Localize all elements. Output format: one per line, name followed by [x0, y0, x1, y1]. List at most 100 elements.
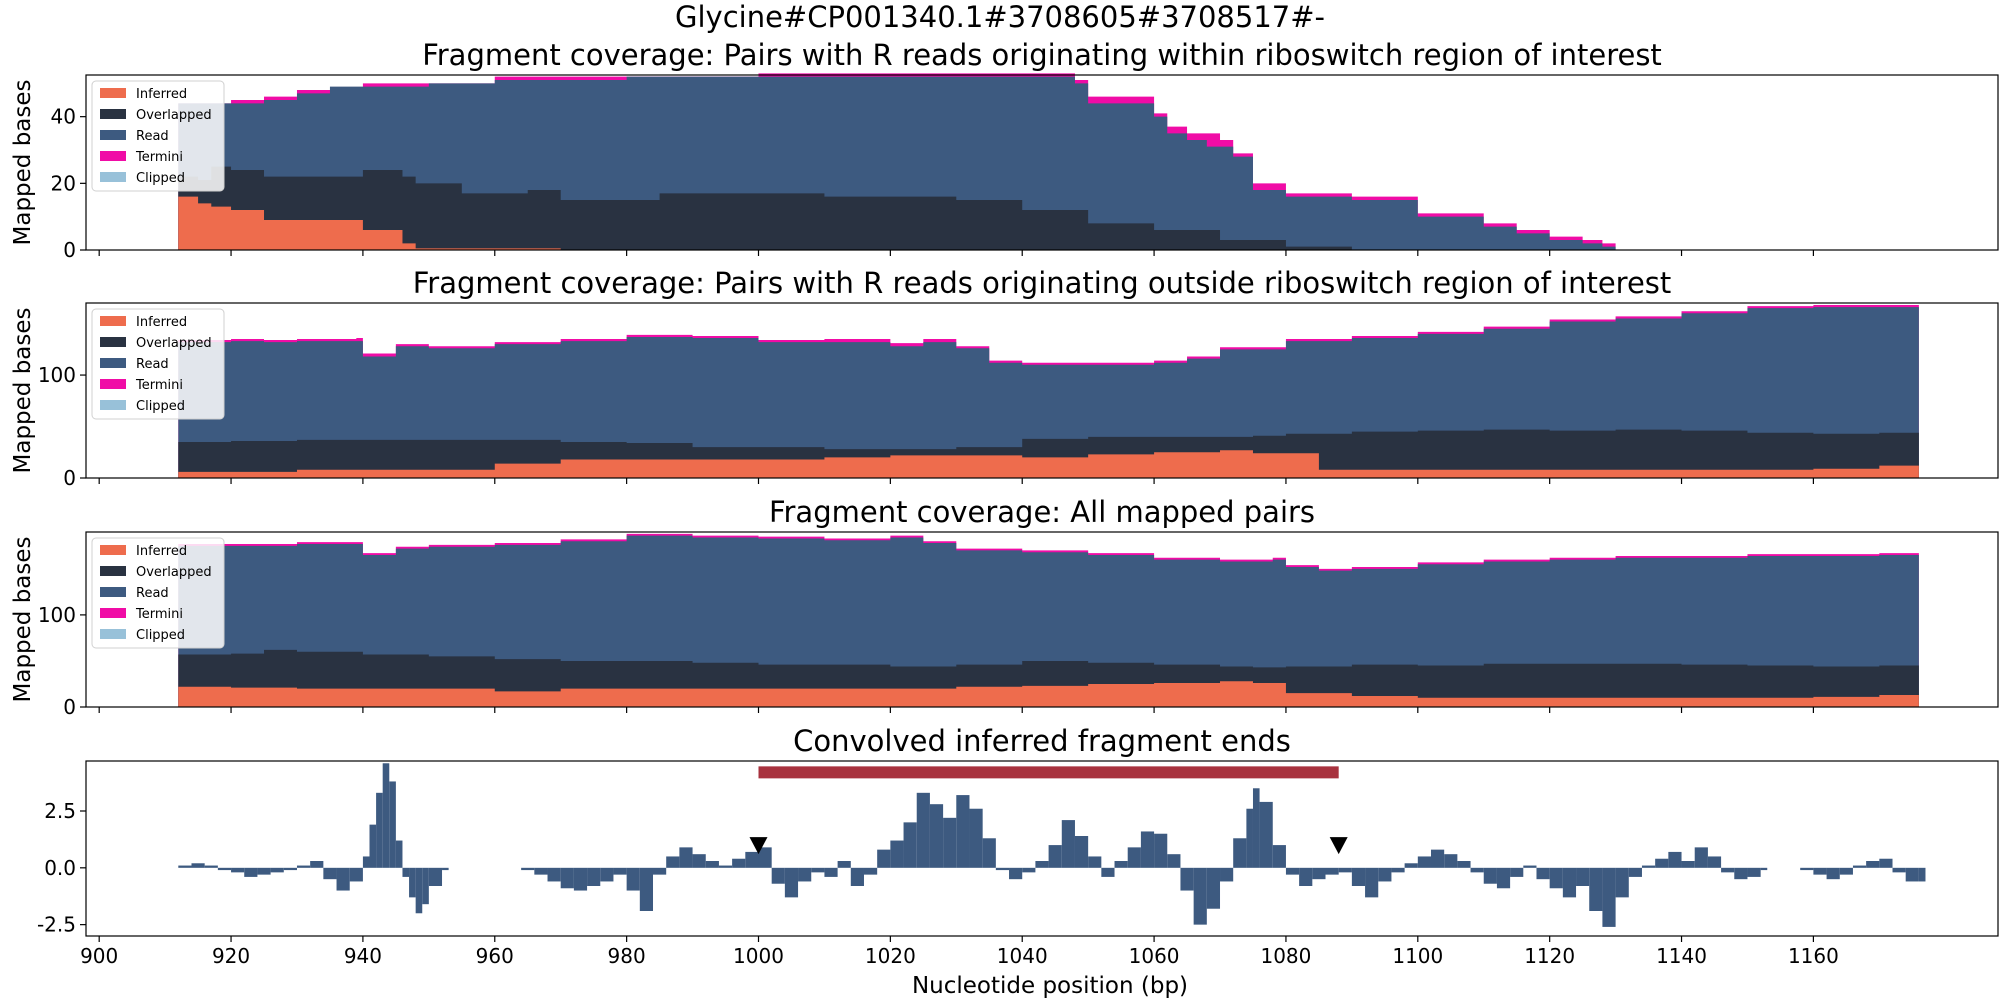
legend-swatch-overlapped [100, 109, 126, 119]
convolved-bar [1444, 854, 1458, 868]
convolved-bar [600, 867, 614, 882]
legend-label-inferred: Inferred [136, 315, 187, 330]
convolved-bar [547, 867, 561, 882]
convolved-bar [784, 867, 799, 898]
convolved-bar [369, 824, 377, 868]
convolved-bar [705, 861, 719, 868]
legend-label-inferred: Inferred [136, 87, 187, 102]
x-tick-label: 1080 [1260, 944, 1311, 968]
convolved-bar [758, 847, 772, 868]
convolved-bar [1641, 865, 1656, 868]
convolved-bar [1536, 867, 1550, 880]
convolved-bar [1127, 847, 1141, 868]
convolved-bar [1246, 808, 1253, 868]
legend-swatch-read [100, 587, 126, 597]
legend-label-overlapped: Overlapped [136, 108, 212, 123]
convolved-bar [1285, 867, 1300, 875]
panel-title: Fragment coverage: Pairs with R reads or… [413, 266, 1672, 300]
x-tick-label: 1000 [733, 944, 784, 968]
figure-suptitle: Glycine#CP001340.1#3708605#3708517#- [675, 0, 1325, 34]
convolved-bar [890, 840, 904, 868]
convolved-bar [1404, 863, 1418, 868]
convolved-bar [1378, 867, 1392, 882]
convolved-bar [1892, 867, 1906, 873]
legend-label-inferred: Inferred [136, 544, 187, 559]
convolved-bar [718, 865, 733, 868]
panel-title: Fragment coverage: All mapped pairs [769, 495, 1315, 529]
x-tick-label: 980 [608, 944, 646, 968]
legend-swatch-termini [100, 608, 126, 618]
convolved-bar [1747, 867, 1761, 877]
convolved-bar [1918, 867, 1926, 882]
convolved-bar [1272, 845, 1286, 868]
convolved-bar [1562, 867, 1577, 898]
boundary-marker-2 [1329, 837, 1348, 855]
convolved-bar [1628, 867, 1642, 877]
convolved-bar [811, 867, 825, 873]
convolved-bar [1259, 801, 1273, 868]
legend-label-read: Read [136, 129, 169, 144]
axes-frame [85, 302, 1999, 479]
convolved-bar [745, 851, 759, 868]
x-tick-label: 1100 [1392, 944, 1443, 968]
convolved-bar [244, 867, 258, 877]
panel-title: Fragment coverage: Pairs with R reads or… [422, 38, 1662, 72]
convolved-bar [1852, 865, 1867, 868]
y-tick-label: 40 [51, 105, 76, 129]
legend-label-read: Read [136, 357, 169, 372]
legend-swatch-clipped [100, 172, 126, 182]
legend-swatch-overlapped [100, 337, 126, 347]
convolved-bar [560, 867, 574, 889]
convolved-bar [1866, 861, 1880, 868]
convolved-bar [217, 867, 232, 871]
convolved-bar [428, 867, 443, 886]
legend-swatch-termini [100, 379, 126, 389]
y-tick-label: 0.0 [44, 856, 76, 880]
convolved-bar [1721, 867, 1735, 873]
convolved-bar [178, 865, 192, 868]
convolved-bar [1338, 867, 1352, 873]
x-tick-label: 1020 [865, 944, 916, 968]
convolved-bar [349, 867, 363, 882]
convolved-bar [283, 867, 297, 871]
convolved-bar [863, 867, 878, 875]
convolved-bar [850, 867, 864, 886]
convolved-bar [1707, 856, 1722, 868]
convolved-bar [409, 867, 416, 898]
legend-label-termini: Termini [135, 378, 183, 393]
legend-label-termini: Termini [135, 607, 183, 622]
convolved-bar [1905, 867, 1919, 882]
chart-panel-3: Fragment coverage: All mapped pairs Infer… [10, 495, 1999, 719]
convolved-bar [296, 865, 311, 868]
convolved-bar [1457, 861, 1471, 868]
legend-swatch-termini [100, 151, 126, 161]
convolved-bar [666, 856, 680, 868]
axes-frame [85, 760, 1999, 937]
convolved-bar [534, 867, 548, 875]
convolved-bar [1681, 861, 1695, 868]
convolved-bar [679, 847, 693, 868]
y-tick-label: 0 [63, 238, 76, 262]
convolved-bar [1299, 867, 1313, 886]
chart-panel-4: Convolved inferred fragment ends -2.5 0.0 2… [37, 724, 1999, 968]
convolved-bar [1734, 867, 1748, 880]
convolved-bar [982, 838, 996, 868]
axes-frame [85, 531, 1999, 708]
legend-swatch-read [100, 358, 126, 368]
y-tick-label: 0 [63, 695, 76, 719]
legend-label-clipped: Clipped [136, 171, 185, 186]
convolved-bar [573, 867, 588, 891]
convolved-bar [1655, 858, 1669, 868]
convolved-bar [771, 867, 785, 884]
convolved-bar [1523, 865, 1537, 868]
convolved-bar [257, 867, 271, 875]
x-tick-label: 900 [80, 944, 118, 968]
convolved-bar [824, 867, 838, 877]
x-axis-label: Nucleotide position (bp) [912, 973, 1188, 999]
convolved-bar [929, 804, 944, 868]
convolved-bar [626, 867, 640, 891]
convolved-bar [1167, 854, 1181, 868]
convolved-bar [1800, 867, 1814, 871]
convolved-bar [1615, 867, 1629, 898]
legend: Inferred Overlapped Read Termini Clipped [91, 308, 225, 420]
